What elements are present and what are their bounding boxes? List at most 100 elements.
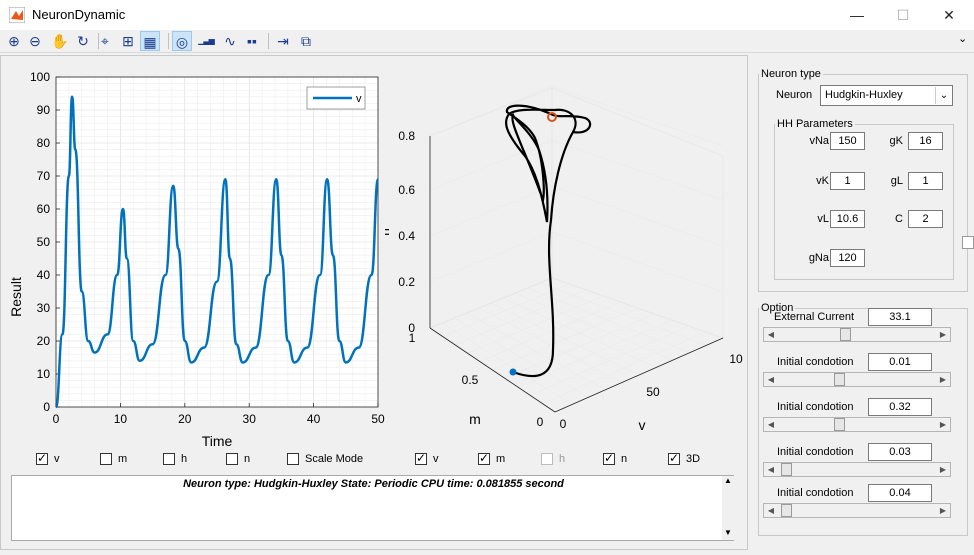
checkbox-label: Scale Mode xyxy=(305,453,364,465)
y-tick-label: 0 xyxy=(43,400,50,414)
slider-thumb[interactable] xyxy=(839,328,851,341)
v-axis-label: v xyxy=(639,417,646,433)
slider-thumb[interactable] xyxy=(780,463,792,476)
m-tick-label: 0.5 xyxy=(462,373,479,387)
checkbox-box[interactable] xyxy=(541,453,553,465)
option-value-input[interactable]: 33.1 xyxy=(868,308,932,326)
param-label-vL: vL xyxy=(817,213,829,225)
option-legend: Option xyxy=(761,302,794,314)
option-slider[interactable]: ◀ ▶ xyxy=(763,503,951,518)
bar-plot-icon[interactable]: ▁▃▅ xyxy=(198,36,214,45)
option-group: Option xyxy=(758,302,968,536)
colorbar-icon[interactable]: ▪▪ xyxy=(247,33,257,49)
param-input-gNa[interactable]: 120 xyxy=(830,249,865,267)
checkbox-box[interactable] xyxy=(100,453,112,465)
pan-hand-icon[interactable]: ✋ xyxy=(51,33,69,49)
zoom-out-icon[interactable]: ⊖ xyxy=(29,33,41,49)
export-icon[interactable]: ⇥ xyxy=(277,33,289,49)
toolbar-separator xyxy=(98,33,99,49)
y-tick-label: 100 xyxy=(30,70,50,84)
figure-toolbar: ⊕ ⊖ ✋ ↻ ⌖ ⊞ ▦ ◎ ▁▃▅ ∿ ▪▪ ⇥ ⧉ ⌄ xyxy=(0,30,974,53)
checkbox-box[interactable] xyxy=(603,451,615,465)
option-value-input[interactable]: 0.01 xyxy=(868,353,932,371)
param-input-vK[interactable]: 1 xyxy=(830,172,865,190)
checkbox-box[interactable] xyxy=(36,451,48,465)
param-input-vNa[interactable]: 150 xyxy=(830,132,865,150)
checkbox-box[interactable] xyxy=(287,453,299,465)
y-tick-label: 90 xyxy=(37,103,51,117)
y-tick-label: 70 xyxy=(37,169,51,183)
zoom-in-icon[interactable]: ⊕ xyxy=(8,33,20,49)
option-slider[interactable]: ◀ ▶ xyxy=(763,417,951,432)
param-input-vL[interactable]: 10.6 xyxy=(830,210,865,228)
y-tick-label: 30 xyxy=(37,301,51,315)
toolbar-overflow-icon[interactable]: ⌄ xyxy=(958,33,968,45)
option-value-input[interactable]: 0.04 xyxy=(868,484,932,502)
slider-right-arrow-icon[interactable]: ▶ xyxy=(939,506,947,515)
option-value-input[interactable]: 0.32 xyxy=(868,398,932,416)
matlab-app-icon xyxy=(9,7,25,23)
option-label: External Current xyxy=(774,311,855,323)
neuron-label: Neuron xyxy=(776,89,813,101)
checkbox-box[interactable] xyxy=(415,451,427,465)
close-button[interactable]: ✕ xyxy=(943,7,955,23)
z-tick-label: 0.6 xyxy=(398,183,415,197)
checkbox-box[interactable] xyxy=(163,453,175,465)
chevron-down-icon[interactable]: ⌄ xyxy=(935,87,952,104)
minimize-button[interactable]: — xyxy=(850,7,864,23)
slider-left-arrow-icon[interactable]: ◀ xyxy=(767,420,775,429)
y-tick-label: 20 xyxy=(37,334,51,348)
param-label-vNa: vNa xyxy=(809,135,829,147)
param-input-gL[interactable]: 1 xyxy=(908,172,943,190)
scroll-up-icon[interactable]: ▲ xyxy=(724,476,732,485)
option-slider[interactable]: ◀ ▶ xyxy=(763,327,951,342)
y-axis-label: Result xyxy=(8,277,24,317)
option-slider[interactable]: ◀ ▶ xyxy=(763,372,951,387)
checkbox-box[interactable] xyxy=(226,453,238,465)
data-cursor-icon[interactable]: ⌖ xyxy=(101,33,109,49)
scroll-down-icon[interactable]: ▼ xyxy=(724,528,732,537)
x-tick-label: 10 xyxy=(114,412,128,426)
y-tick-label: 10 xyxy=(37,367,51,381)
rotate-3d-icon[interactable]: ↻ xyxy=(77,33,89,49)
hh-parameters-group: HH Parameters xyxy=(774,118,954,280)
dock-figure-icon[interactable]: ⧉ xyxy=(301,33,311,49)
grid-icon[interactable]: ⊞ xyxy=(122,33,134,49)
slider-right-arrow-icon[interactable]: ▶ xyxy=(939,465,947,474)
trajectory-3d xyxy=(505,104,592,378)
grid-minor-icon[interactable]: ▦ xyxy=(140,31,160,51)
neuron-select[interactable]: Hudgkin-Huxley ⌄ xyxy=(820,85,953,106)
checkbox-box[interactable] xyxy=(478,451,490,465)
slider-thumb[interactable] xyxy=(780,504,792,517)
checkbox-box[interactable] xyxy=(668,451,680,465)
time-series-plot[interactable]: 0 10 20 30 40 50 60 70 80 90 100 0 10 20 30 40 50 v Resu… xyxy=(0,60,390,455)
phase-3d-plot[interactable]: 0 0.2 0.4 0.6 0.8 1 0.5 0 0 50 10 n m v xyxy=(385,60,745,440)
slider-thumb[interactable] xyxy=(833,373,845,386)
slider-right-arrow-icon[interactable]: ▶ xyxy=(939,375,947,384)
option-slider[interactable]: ◀ ▶ xyxy=(763,462,951,477)
slider-left-arrow-icon[interactable]: ◀ xyxy=(767,465,775,474)
slider-right-arrow-icon[interactable]: ▶ xyxy=(939,420,947,429)
param-input-C[interactable]: 2 xyxy=(908,210,943,228)
x-tick-label: 30 xyxy=(243,412,257,426)
legend-box: v xyxy=(306,86,366,110)
phase-portrait-icon[interactable]: ◎ xyxy=(172,31,192,51)
legend-label-v: v xyxy=(356,93,362,105)
status-scrollbar[interactable]: ▲ ▼ xyxy=(722,476,734,540)
m-tick-label: 0 xyxy=(537,415,544,429)
status-output-box[interactable]: Neuron type: Hudgkin-Huxley State: Perio… xyxy=(11,475,734,541)
checkbox-label: v xyxy=(54,453,60,465)
slider-left-arrow-icon[interactable]: ◀ xyxy=(767,375,775,384)
slider-left-arrow-icon[interactable]: ◀ xyxy=(767,330,775,339)
param-input-gK[interactable]: 16 xyxy=(908,132,943,150)
param-label-gK: gK xyxy=(889,135,903,147)
slider-right-arrow-icon[interactable]: ▶ xyxy=(939,330,947,339)
checkbox-label: m xyxy=(118,453,128,465)
slider-thumb[interactable] xyxy=(833,418,845,431)
trajectory-icon[interactable]: ∿ xyxy=(224,33,236,49)
option-value-input[interactable]: 0.03 xyxy=(868,443,932,461)
slider-left-arrow-icon[interactable]: ◀ xyxy=(767,506,775,515)
maximize-button[interactable]: ☐ xyxy=(896,7,910,23)
trajectory-end-marker xyxy=(547,112,557,122)
option-label: Initial condotion xyxy=(777,446,854,458)
